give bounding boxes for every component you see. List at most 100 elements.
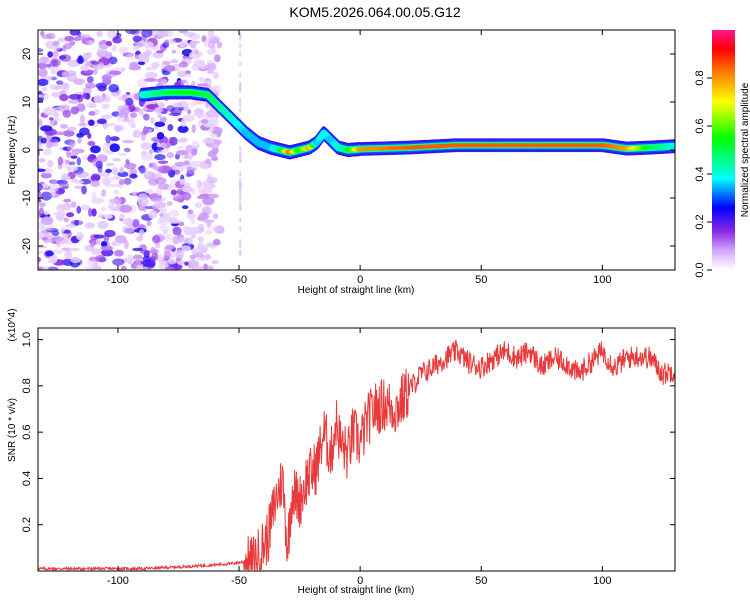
noise-speckle: [64, 35, 75, 42]
noise-speckle: [183, 191, 191, 201]
noise-speckle: [47, 51, 54, 58]
noise-speckle: [178, 221, 185, 227]
noise-speckle: [90, 175, 96, 182]
noise-speckle: [66, 166, 72, 172]
noise-speckle: [38, 78, 49, 86]
noise-speckle: [196, 195, 207, 200]
colorbar-tick-label: 0.0: [694, 262, 706, 277]
noise-speckle: [189, 40, 197, 49]
noise-speckle: [75, 171, 89, 178]
noise-speckle: [191, 124, 196, 134]
noise-speckle: [38, 94, 43, 98]
noise-speckle: [40, 125, 53, 132]
noise-speckle: [38, 256, 42, 263]
noise-speckle: [124, 228, 134, 234]
noise-speckle: [109, 143, 120, 153]
noise-speckle: [146, 220, 152, 227]
noise-speckle: [45, 250, 54, 257]
noise-speckle: [30, 112, 36, 117]
noise-speckle: [97, 85, 107, 92]
noise-speckle: [211, 260, 219, 265]
noise-speckle: [160, 197, 167, 201]
noise-speckle: [40, 30, 45, 37]
noise-speckle: [187, 209, 194, 214]
noise-speckle: [107, 183, 120, 188]
noise-speckle: [38, 168, 46, 173]
noise-speckle: [209, 133, 218, 138]
noise-speckle: [105, 168, 113, 174]
noise-speckle: [93, 95, 104, 104]
noise-speckle: [56, 210, 66, 218]
colorbar-gradient: [712, 30, 735, 270]
noise-speckle: [179, 42, 186, 48]
noise-speckle: [154, 121, 166, 127]
noise-speckle: [239, 81, 242, 87]
noise-speckle: [132, 35, 142, 43]
noise-speckle: [175, 249, 185, 259]
noise-speckle: [38, 48, 44, 53]
noise-speckle: [239, 204, 242, 210]
noise-speckle: [202, 196, 215, 206]
noise-speckle: [196, 83, 209, 87]
noise-speckle: [142, 41, 154, 49]
noise-speckle: [106, 30, 117, 39]
noise-speckle: [80, 66, 90, 72]
noise-speckle: [165, 233, 173, 242]
noise-speckle: [38, 207, 45, 216]
noise-speckle: [122, 140, 135, 144]
noise-speckle: [152, 51, 164, 59]
noise-speckle: [197, 223, 205, 233]
noise-speckle: [81, 34, 91, 39]
noise-speckle: [60, 227, 65, 233]
noise-speckle: [125, 159, 130, 165]
noise-speckle: [90, 145, 101, 154]
noise-speckle: [129, 112, 138, 119]
spectrogram-ytick-label: -20: [21, 238, 33, 254]
noise-speckle: [123, 177, 132, 185]
noise-speckle: [173, 102, 183, 107]
noise-speckle: [91, 192, 97, 200]
noise-speckle: [154, 146, 164, 151]
noise-speckle: [207, 150, 216, 158]
noise-speckle: [84, 40, 89, 45]
noise-speckle: [95, 254, 106, 263]
noise-speckle: [62, 233, 68, 239]
noise-speckle: [208, 193, 220, 199]
noise-speckle: [144, 50, 151, 58]
noise-speckle: [39, 56, 50, 65]
noise-speckle: [88, 111, 96, 116]
noise-speckle: [78, 122, 87, 127]
noise-speckle: [82, 92, 91, 100]
colorbar-label: Normalized spectral amplitude: [740, 82, 750, 217]
noise-speckle: [137, 196, 149, 207]
noise-speckle: [101, 114, 113, 120]
noise-speckle: [50, 69, 55, 75]
noise-speckle: [239, 194, 242, 200]
noise-speckle: [207, 30, 215, 38]
noise-speckle: [178, 236, 189, 245]
noise-speckle: [38, 68, 48, 77]
noise-speckle: [127, 254, 133, 262]
noise-speckle: [112, 36, 123, 44]
noise-speckle: [158, 225, 171, 231]
noise-speckle: [190, 232, 196, 239]
noise-speckle: [160, 78, 168, 85]
noise-speckle: [79, 114, 86, 124]
noise-speckle: [175, 150, 189, 156]
noise-speckle: [118, 46, 129, 54]
noise-speckle: [87, 132, 92, 139]
noise-speckle: [167, 258, 177, 265]
noise-speckle: [120, 265, 127, 270]
noise-speckle: [38, 198, 42, 203]
noise-speckle: [51, 188, 56, 197]
noise-speckle: [83, 222, 95, 230]
noise-speckle: [205, 64, 215, 69]
noise-speckle: [109, 56, 118, 65]
noise-speckle: [103, 214, 113, 219]
snr-xlabel: Height of straight line (km): [298, 585, 415, 596]
noise-speckle: [88, 207, 93, 217]
noise-speckle: [136, 78, 148, 88]
noise-speckle: [168, 209, 179, 217]
noise-speckle: [186, 259, 200, 268]
noise-speckle: [65, 224, 77, 228]
